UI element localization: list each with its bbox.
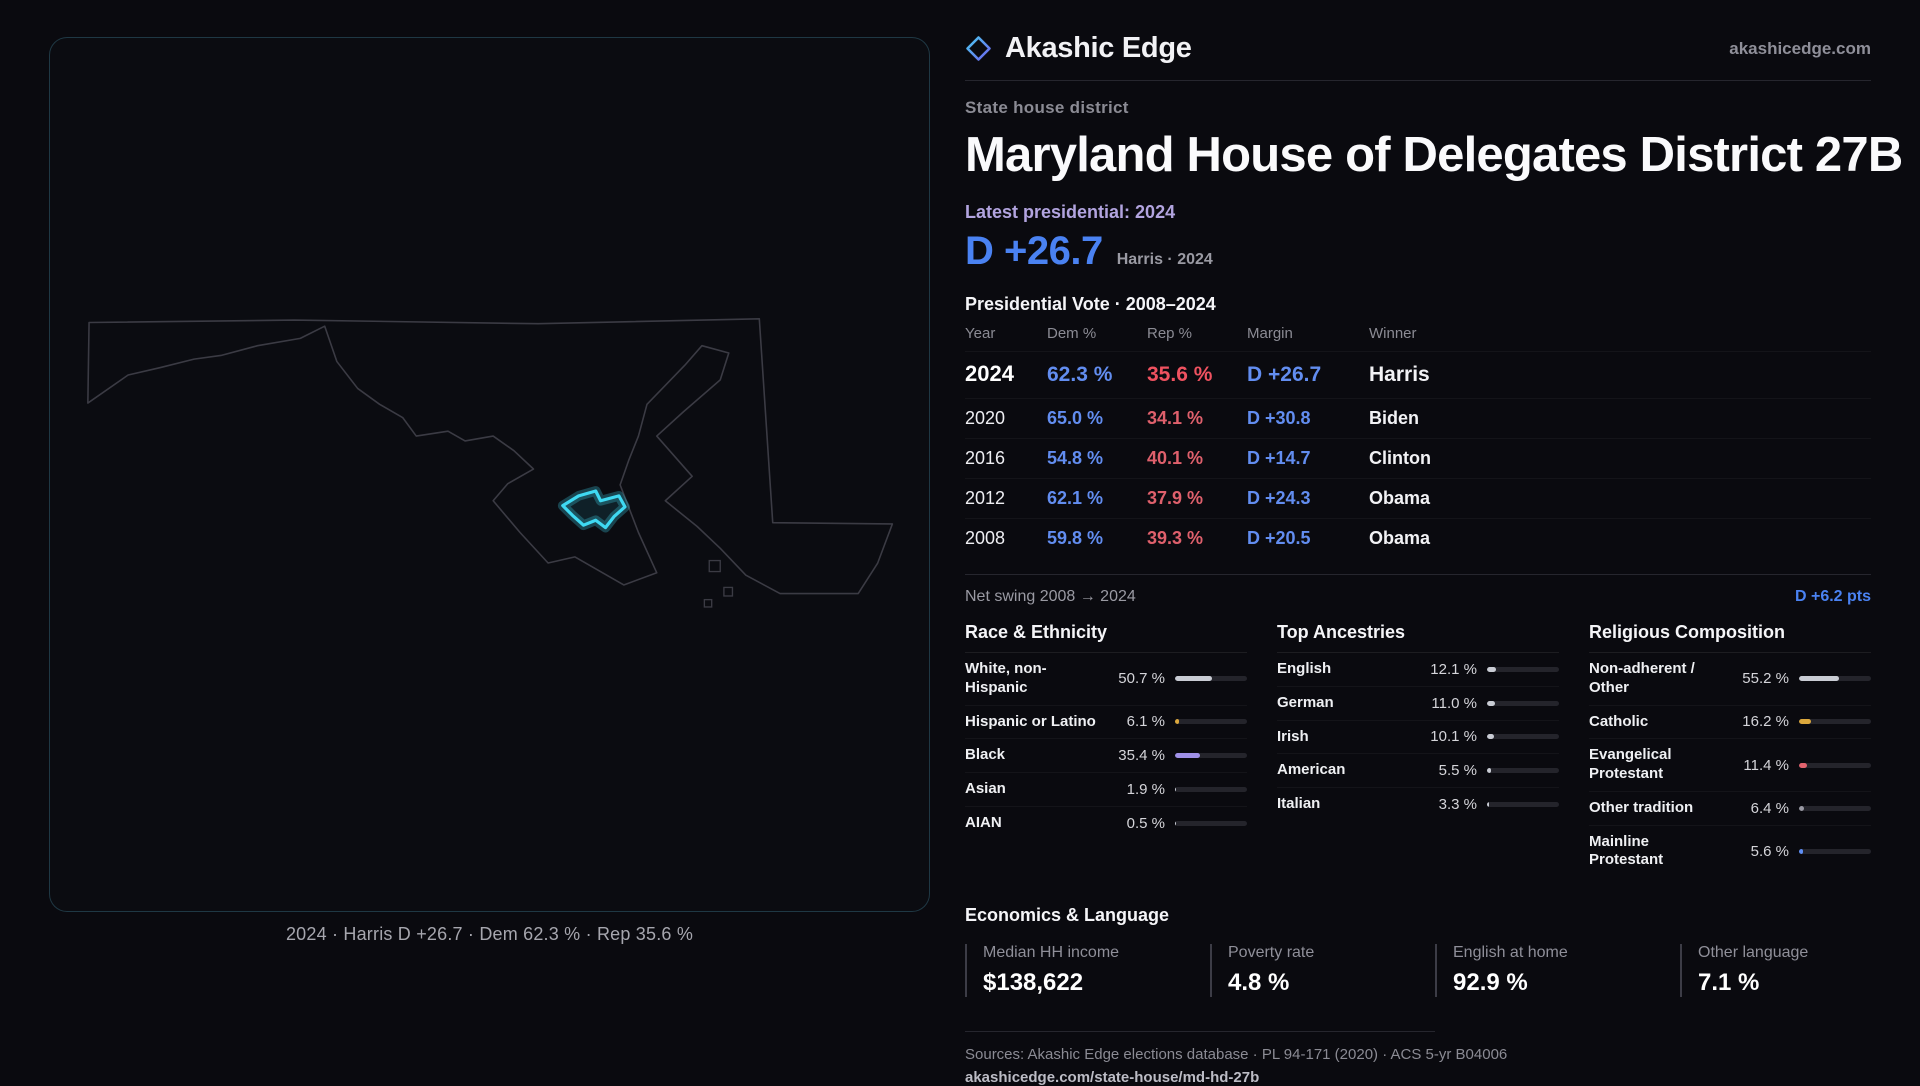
- col-year: Year: [965, 325, 996, 342]
- net-swing-label: Net swing 2008 → 2024: [965, 588, 1136, 605]
- presidential-vote-table: Year Dem % Rep % Margin Winner 2024 62.3…: [965, 325, 1871, 558]
- bay-island: [723, 586, 734, 597]
- demo-row: English 12.1 %: [1277, 653, 1559, 687]
- bay-island: [703, 598, 713, 608]
- demo-row: German 11.0 %: [1277, 687, 1559, 721]
- stat-bar: [1799, 762, 1871, 768]
- district-type-label: State house district: [965, 98, 1129, 117]
- margin-note: Harris · 2024: [1116, 251, 1213, 268]
- brand-domain-link[interactable]: akashicedge.com: [1729, 38, 1871, 58]
- sources-line: Sources: Akashic Edge elections database…: [965, 1046, 1508, 1063]
- margin-value: D +26.7: [965, 229, 1103, 273]
- demo-row: Other tradition 6.4 %: [1589, 792, 1871, 826]
- table-row-2024: 2024 62.3 % 35.6 % D +26.7 Harris: [965, 351, 1871, 398]
- stat-bar: [1175, 676, 1247, 682]
- demo-row: AIAN 0.5 %: [965, 807, 1247, 840]
- demo-row: Irish 10.1 %: [1277, 721, 1559, 755]
- demo-row: American 5.5 %: [1277, 754, 1559, 788]
- stat-bar: [1487, 801, 1559, 807]
- table-divider: [965, 574, 1871, 575]
- footer-divider: [965, 1031, 1435, 1032]
- col-winner: Winner: [1369, 325, 1417, 342]
- section-race-ethnicity: Race & Ethnicity White, non-Hispanic 50.…: [965, 622, 1247, 877]
- stat-bar: [1799, 676, 1871, 682]
- demo-row: White, non-Hispanic 50.7 %: [965, 653, 1247, 706]
- section-title: Top Ancestries: [1277, 622, 1559, 653]
- table-row-2012: 2012 62.1 % 37.9 % D +24.3 Obama: [965, 478, 1871, 518]
- demo-row: Hispanic or Latino 6.1 %: [965, 706, 1247, 740]
- table-row-2016: 2016 54.8 % 40.1 % D +14.7 Clinton: [965, 438, 1871, 478]
- page-title: Maryland House of Delegates District 27B: [965, 128, 1903, 182]
- stat-bar: [1799, 805, 1871, 811]
- demo-row: Catholic 16.2 %: [1589, 706, 1871, 740]
- stat-median-hh-income: Median HH income $138,622: [965, 944, 1210, 997]
- table-header-row: Year Dem % Rep % Margin Winner: [965, 325, 1871, 351]
- table-row-2020: 2020 65.0 % 34.1 % D +30.8 Biden: [965, 398, 1871, 438]
- stat-bar: [1175, 820, 1247, 826]
- maryland-map: [87, 318, 894, 608]
- section-top-ancestries: Top Ancestries English 12.1 % German 11.…: [1277, 622, 1559, 877]
- stat-bar: [1487, 700, 1559, 706]
- vote-table-title: Presidential Vote · 2008–2024: [965, 294, 1216, 314]
- brand-logo-diamond-icon: [965, 35, 992, 62]
- stat-bar: [1175, 786, 1247, 792]
- district-highlight-27b[interactable]: [561, 489, 627, 530]
- stat-poverty-rate: Poverty rate 4.8 %: [1210, 944, 1435, 997]
- stat-bar: [1799, 719, 1871, 725]
- economics-stats: Median HH income $138,622 Poverty rate 4…: [965, 944, 1871, 997]
- demo-row: Non-adherent / Other 55.2 %: [1589, 653, 1871, 706]
- economics-title: Economics & Language: [965, 905, 1170, 925]
- col-margin: Margin: [1247, 325, 1293, 342]
- district-map-panel: [49, 37, 930, 912]
- brand-header: Akashic Edge akashicedge.com: [965, 0, 1871, 65]
- net-swing-row: Net swing 2008 → 2024 D +6.2 pts: [965, 588, 1871, 606]
- map-caption: 2024 · Harris D +26.7 · Dem 62.3 % · Rep…: [285, 924, 694, 944]
- section-title: Race & Ethnicity: [965, 622, 1247, 653]
- state-outline: [87, 318, 894, 595]
- section-religious-composition: Religious Composition Non-adherent / Oth…: [1589, 622, 1871, 877]
- demo-row: Italian 3.3 %: [1277, 788, 1559, 821]
- stat-bar: [1799, 848, 1871, 854]
- demo-row: Mainline Protestant 5.6 %: [1589, 826, 1871, 878]
- section-title: Religious Composition: [1589, 622, 1871, 653]
- bay-island: [708, 559, 721, 573]
- demo-row: Black 35.4 %: [965, 739, 1247, 773]
- stat-bar: [1487, 734, 1559, 740]
- stat-english-at-home: English at home 92.9 %: [1435, 944, 1680, 997]
- stat-bar: [1175, 753, 1247, 759]
- net-swing-value: D +6.2 pts: [1794, 588, 1871, 605]
- table-row-2008: 2008 59.8 % 39.3 % D +20.5 Obama: [965, 518, 1871, 558]
- latest-presidential-label: Latest presidential: 2024: [965, 202, 1176, 222]
- demographics-grid: Race & Ethnicity White, non-Hispanic 50.…: [965, 622, 1871, 877]
- report-panel: Akashic Edge akashicedge.com State house…: [965, 0, 1920, 1086]
- col-rep: Rep %: [1147, 325, 1193, 342]
- demo-row: Asian 1.9 %: [965, 773, 1247, 807]
- brand-name: Akashic Edge: [1005, 32, 1192, 64]
- stat-bar: [1487, 666, 1559, 672]
- headline-margin: D +26.7 Harris · 2024: [965, 229, 1920, 274]
- stat-other-language: Other language 7.1 %: [1680, 944, 1871, 997]
- stat-bar: [1175, 719, 1247, 725]
- stat-bar: [1487, 768, 1559, 774]
- permalink[interactable]: akashicedge.com/state-house/md-hd-27b: [965, 1069, 1260, 1086]
- demo-row: Evangelical Protestant 11.4 %: [1589, 739, 1871, 792]
- header-divider: [965, 80, 1871, 81]
- col-dem: Dem %: [1047, 325, 1097, 342]
